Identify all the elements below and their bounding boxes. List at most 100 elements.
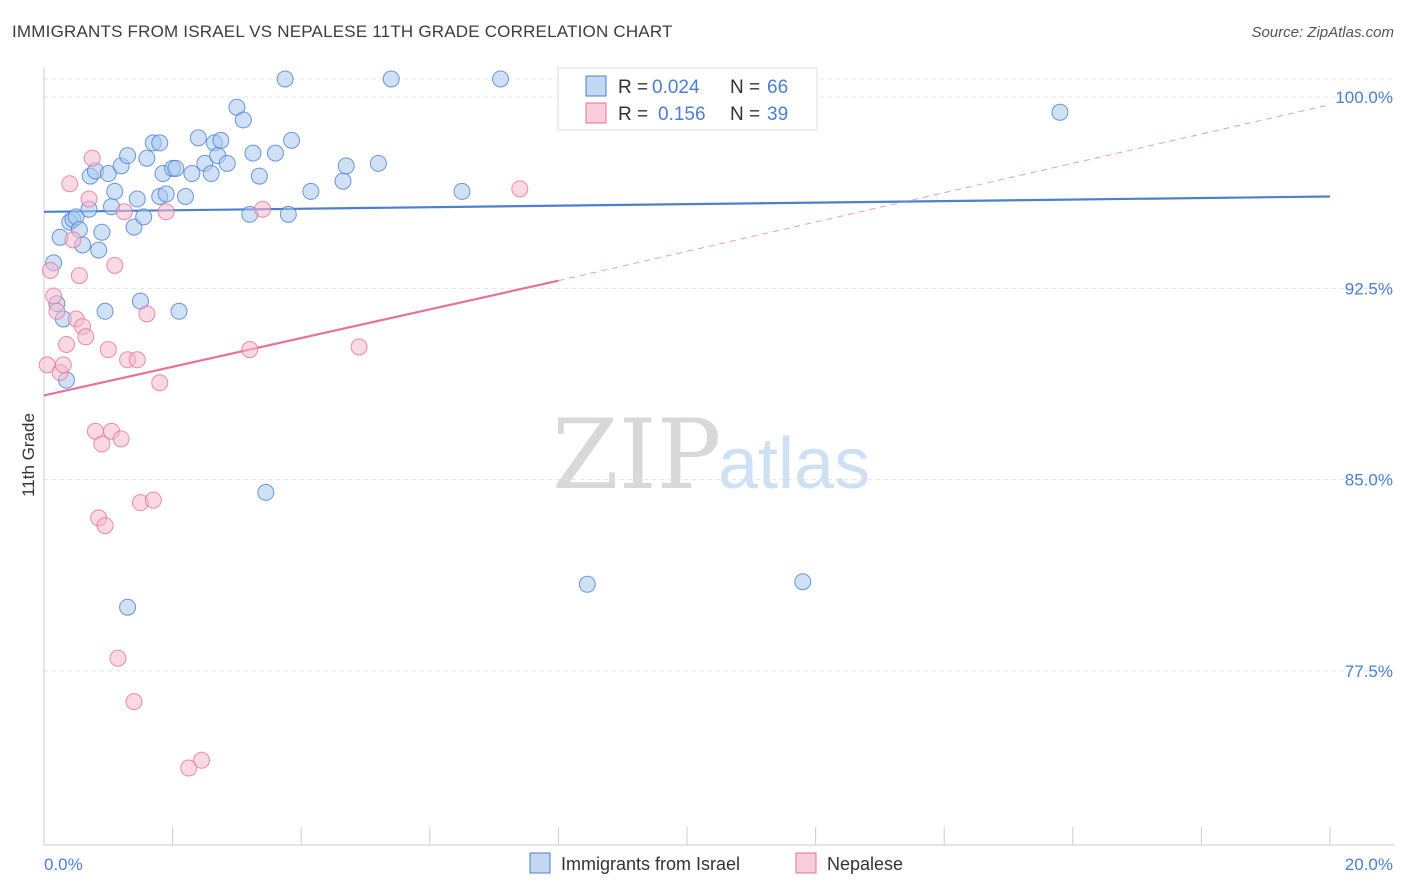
point-israel	[1051, 103, 1069, 121]
point-nepalese	[83, 149, 101, 167]
watermark-zip: ZIP	[552, 399, 721, 511]
point-israel	[276, 70, 294, 88]
y-tick-label: 85.0%	[1345, 471, 1393, 490]
trend-line-nepalese	[43, 279, 559, 397]
point-nepalese	[350, 338, 368, 356]
point-nepalese	[109, 649, 127, 667]
point-israel	[334, 172, 352, 190]
point-israel	[151, 134, 169, 152]
bottom-legend-swatch-israel	[529, 852, 551, 874]
point-nepalese	[48, 302, 66, 320]
legend-n-label-nepalese: N =	[730, 104, 760, 125]
point-nepalese	[77, 328, 95, 346]
legend-r-value-israel: 0.024	[652, 77, 700, 98]
point-nepalese	[151, 374, 169, 392]
point-israel	[138, 149, 156, 167]
point-nepalese	[157, 203, 175, 221]
trend-line-nepalese-extension	[558, 104, 1331, 282]
point-nepalese	[45, 287, 63, 305]
legend-r-label-nepalese: R =	[618, 104, 648, 125]
watermark-atlas: atlas	[718, 424, 870, 504]
point-nepalese	[41, 261, 59, 279]
point-israel	[106, 182, 124, 200]
point-israel	[189, 129, 207, 147]
point-israel	[337, 157, 355, 175]
point-nepalese	[254, 200, 272, 218]
point-nepalese	[144, 491, 162, 509]
point-nepalese	[61, 175, 79, 193]
point-nepalese	[99, 341, 117, 359]
stats-legend: R = 0.024 N = 66 R = 0.156 N = 39	[557, 67, 818, 131]
point-israel	[167, 159, 185, 177]
point-israel	[578, 575, 596, 593]
point-nepalese	[93, 435, 111, 453]
legend-n-value-nepalese: 39	[767, 104, 788, 125]
y-tick-label: 77.5%	[1345, 662, 1393, 681]
gridlines	[44, 78, 1395, 672]
point-nepalese	[96, 517, 114, 535]
legend-swatch-nepalese	[585, 102, 607, 124]
point-israel	[302, 182, 320, 200]
point-israel	[119, 147, 137, 165]
legend-n-value-israel: 66	[767, 77, 788, 98]
y-axis-label: 11th Grade	[19, 413, 38, 497]
chart-title: IMMIGRANTS FROM ISRAEL VS NEPALESE 11TH …	[12, 22, 673, 41]
trend-line-israel	[43, 195, 1331, 213]
point-nepalese	[115, 203, 133, 221]
point-nepalese	[70, 267, 88, 285]
point-israel	[135, 208, 153, 226]
tick-labels: 100.0% 92.5% 85.0% 77.5% 0.0% 20.0%	[44, 88, 1393, 874]
point-israel	[119, 598, 137, 616]
point-israel	[128, 190, 146, 208]
point-nepalese	[128, 351, 146, 369]
y-tick-label: 92.5%	[1345, 279, 1393, 298]
point-nepalese	[106, 256, 124, 274]
source-label: Source: ZipAtlas.com	[1251, 24, 1394, 41]
point-nepalese	[511, 180, 529, 198]
x-tick-label: 0.0%	[44, 855, 83, 874]
point-israel	[283, 131, 301, 149]
point-israel	[234, 111, 252, 129]
point-israel	[212, 131, 230, 149]
point-israel	[170, 302, 188, 320]
point-israel	[266, 144, 284, 162]
point-nepalese	[138, 305, 156, 323]
bottom-legend-swatch-nepalese	[795, 852, 817, 874]
point-israel	[90, 241, 108, 259]
x-tick-label: 20.0%	[1345, 855, 1393, 874]
point-israel	[492, 70, 510, 88]
point-nepalese	[64, 231, 82, 249]
point-israel	[218, 154, 236, 172]
legend-r-label-israel: R =	[618, 77, 648, 98]
point-israel	[176, 187, 194, 205]
bottom-legend-label-israel: Immigrants from Israel	[561, 854, 740, 874]
axes	[43, 68, 1395, 846]
point-nepalese	[58, 335, 76, 353]
point-israel	[279, 205, 297, 223]
point-nepalese	[112, 430, 130, 448]
point-israel	[250, 167, 268, 185]
point-israel	[382, 70, 400, 88]
point-israel	[202, 165, 220, 183]
point-israel	[453, 182, 471, 200]
point-nepalese	[125, 693, 143, 711]
point-israel	[96, 302, 114, 320]
legend-swatch-israel	[585, 75, 607, 97]
point-nepalese	[241, 341, 259, 359]
point-israel	[257, 483, 275, 501]
point-israel	[93, 223, 111, 241]
point-israel	[99, 165, 117, 183]
trend-lines	[43, 104, 1331, 397]
point-israel	[369, 154, 387, 172]
point-israel	[794, 573, 812, 591]
point-nepalese	[180, 759, 198, 777]
point-israel	[157, 185, 175, 203]
point-nepalese	[54, 356, 72, 374]
y-tick-label: 100.0%	[1335, 88, 1393, 107]
point-nepalese	[80, 190, 98, 208]
series-legend: Immigrants from Israel Nepalese	[529, 852, 903, 874]
point-israel	[183, 165, 201, 183]
legend-r-value-nepalese: 0.156	[658, 104, 706, 125]
legend-n-label-israel: N =	[730, 77, 760, 98]
